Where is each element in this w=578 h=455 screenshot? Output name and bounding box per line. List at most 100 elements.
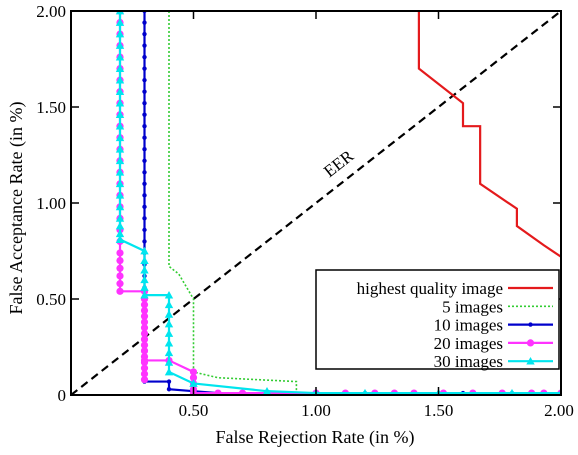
data-point-20-images <box>116 280 124 288</box>
data-point-20-images <box>140 356 149 365</box>
series-30-images <box>115 11 561 395</box>
data-point-30-images <box>140 283 149 291</box>
data-point-30-images <box>115 98 125 107</box>
data-point-20-images <box>214 389 222 395</box>
data-point-30-images <box>115 29 125 38</box>
data-point-20-images <box>140 341 149 349</box>
data-point-30-images <box>115 191 125 199</box>
data-point-30-images <box>115 202 125 211</box>
y-tick-label: 0 <box>58 386 67 405</box>
y-axis-title: False Acceptance Rate (in %) <box>6 102 27 315</box>
data-point-20-images <box>140 329 149 338</box>
data-point-20-images <box>116 264 124 272</box>
data-point-30-images <box>115 156 125 165</box>
series-line-highest-quality-image <box>417 11 561 258</box>
data-point-10-images <box>142 89 147 94</box>
data-point-30-images <box>115 75 125 84</box>
x-tick-label: 1.00 <box>301 401 331 420</box>
data-point-10-images <box>166 387 172 392</box>
data-point-30-images <box>140 275 149 284</box>
x-tick-label: 2.00 <box>544 401 574 420</box>
y-tick-label: 1.00 <box>36 194 66 213</box>
data-point-30-images <box>361 388 369 395</box>
data-point-20-images <box>140 370 149 378</box>
data-point-30-images <box>164 300 174 309</box>
data-point-10-images <box>142 100 147 106</box>
data-point-30-images <box>508 388 516 395</box>
x-tick-label: 0.50 <box>179 401 209 420</box>
data-point-20-images <box>116 249 124 257</box>
data-point-20-images <box>238 389 247 395</box>
data-point-30-images <box>164 358 174 366</box>
data-point-10-images <box>142 124 147 129</box>
legend-marker-20-images <box>526 339 535 347</box>
data-point-30-images <box>115 87 125 95</box>
data-point-30-images <box>115 229 125 238</box>
data-point-10-images <box>142 181 147 186</box>
data-point-10-images <box>142 193 147 198</box>
data-point-30-images <box>115 221 125 230</box>
data-point-20-images <box>140 301 149 309</box>
legend-box <box>315 269 560 370</box>
legend-label-10-images: 10 images <box>434 316 503 335</box>
data-point-10-images <box>142 170 147 175</box>
data-point-30-images <box>189 379 198 387</box>
data-point-30-images <box>115 235 125 243</box>
data-point-10-images <box>142 227 147 233</box>
data-point-30-images <box>115 179 125 188</box>
data-point-30-images <box>164 348 174 357</box>
data-point-10-images <box>142 135 147 140</box>
data-point-30-images <box>115 18 125 26</box>
data-point-30-images <box>115 41 125 49</box>
data-point-30-images <box>164 329 174 337</box>
data-point-30-images <box>140 246 149 255</box>
data-point-30-images <box>140 266 149 274</box>
data-point-10-images <box>142 147 147 152</box>
data-point-30-images <box>164 338 174 347</box>
legend-label-highest-quality-image: highest quality image <box>357 279 503 298</box>
series-highest-quality-image <box>417 11 561 258</box>
x-axis-title: False Rejection Rate (in %) <box>216 427 415 448</box>
data-point-10-images <box>142 216 147 221</box>
data-point-30-images <box>115 214 125 222</box>
y-tick-label: 1.50 <box>36 98 66 117</box>
data-point-30-images <box>115 168 125 176</box>
data-point-20-images <box>140 364 149 372</box>
y-tick-label: 0.50 <box>36 290 66 309</box>
data-point-20-images <box>189 368 198 376</box>
data-point-10-images <box>142 204 147 210</box>
data-point-10-images <box>142 66 147 71</box>
data-point-30-images <box>164 310 174 318</box>
data-point-20-images <box>140 312 149 320</box>
legend-marker-30-images <box>526 357 535 365</box>
data-point-10-images <box>142 43 147 48</box>
data-point-30-images <box>140 256 149 264</box>
y-tick-label: 2.00 <box>36 2 66 21</box>
data-point-30-images <box>115 133 125 142</box>
data-point-20-images <box>189 374 198 382</box>
legend-label-30-images: 30 images <box>434 352 503 371</box>
x-tick-label: 1.50 <box>424 401 454 420</box>
data-point-30-images <box>115 110 125 119</box>
data-point-20-images <box>140 324 149 332</box>
data-point-10-images <box>142 31 147 37</box>
data-point-20-images <box>116 287 124 295</box>
data-point-30-images <box>164 319 174 328</box>
data-point-20-images <box>140 306 149 315</box>
legend-label-20-images: 20 images <box>434 334 503 353</box>
data-point-10-images <box>142 54 147 60</box>
legend-marker-10-images <box>528 322 533 327</box>
data-point-20-images <box>140 347 149 355</box>
data-point-10-images <box>166 379 172 384</box>
legend-label-5-images: 5 images <box>442 297 503 316</box>
data-point-20-images <box>140 318 149 326</box>
data-point-30-images <box>115 52 125 61</box>
data-point-30-images <box>262 386 272 395</box>
data-point-20-images <box>140 376 149 384</box>
data-point-30-images <box>115 64 125 72</box>
data-point-30-images <box>115 145 125 153</box>
data-point-30-images <box>164 290 174 299</box>
